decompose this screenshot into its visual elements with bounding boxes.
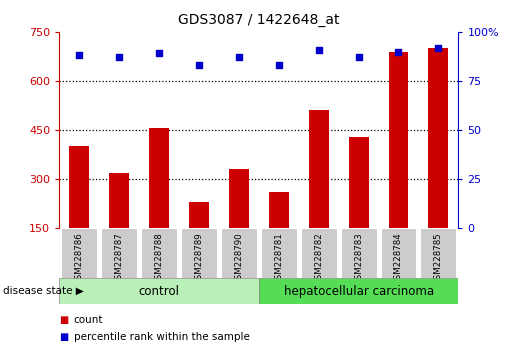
Bar [229, 170, 249, 228]
Text: GSM228790: GSM228790 [234, 232, 243, 285]
Bar [109, 173, 129, 228]
Text: count: count [74, 315, 103, 325]
Bar [349, 137, 369, 228]
Point [235, 55, 243, 60]
Bar [141, 228, 177, 278]
Bar [340, 228, 376, 278]
Point [274, 62, 283, 68]
Text: GSM228784: GSM228784 [394, 232, 403, 285]
Bar [61, 228, 97, 278]
Text: ■: ■ [59, 332, 68, 342]
Text: disease state ▶: disease state ▶ [3, 286, 83, 296]
Bar [149, 129, 169, 228]
Title: GDS3087 / 1422648_at: GDS3087 / 1422648_at [178, 13, 339, 27]
Bar [221, 228, 257, 278]
Bar [69, 147, 89, 228]
Bar [269, 192, 289, 228]
Bar [301, 228, 337, 278]
Bar [428, 48, 449, 228]
Point [315, 47, 323, 52]
Text: GSM228781: GSM228781 [274, 232, 283, 285]
Bar [101, 228, 137, 278]
Text: GSM228786: GSM228786 [75, 232, 83, 285]
Bar [388, 51, 408, 228]
Bar [189, 202, 209, 228]
Text: percentile rank within the sample: percentile rank within the sample [74, 332, 250, 342]
Point [115, 55, 123, 60]
Text: hepatocellular carcinoma: hepatocellular carcinoma [283, 285, 434, 298]
Point [354, 55, 363, 60]
Bar [181, 228, 217, 278]
Bar [420, 228, 456, 278]
Bar [59, 278, 259, 304]
Point [75, 53, 83, 58]
Point [434, 45, 442, 50]
Text: GSM228787: GSM228787 [115, 232, 124, 285]
Text: control: control [139, 285, 180, 298]
Bar [308, 110, 329, 228]
Text: GSM228788: GSM228788 [154, 232, 163, 285]
Text: GSM228783: GSM228783 [354, 232, 363, 285]
Text: GSM228785: GSM228785 [434, 232, 443, 285]
Text: ■: ■ [59, 315, 68, 325]
Point [155, 51, 163, 56]
Text: GSM228782: GSM228782 [314, 232, 323, 285]
Text: GSM228789: GSM228789 [195, 232, 203, 285]
Point [394, 48, 403, 54]
Bar [259, 278, 458, 304]
Bar [261, 228, 297, 278]
Point [195, 62, 203, 68]
Bar [381, 228, 417, 278]
